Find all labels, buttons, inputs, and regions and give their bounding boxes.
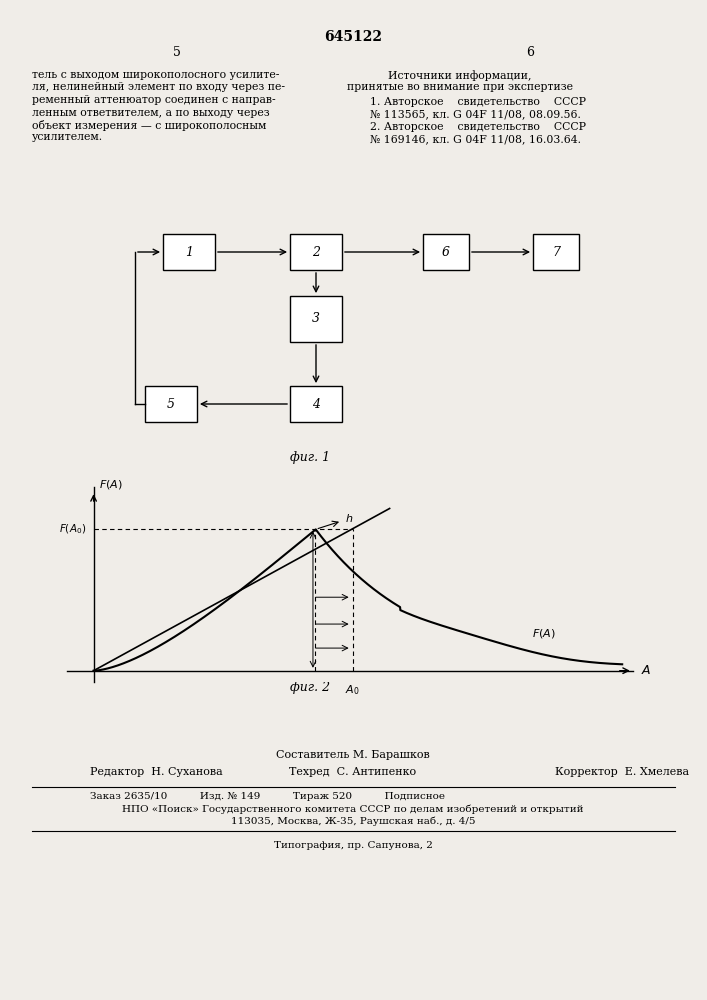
Text: Редактор  Н. Суханова: Редактор Н. Суханова <box>90 767 223 777</box>
Text: 2: 2 <box>312 245 320 258</box>
Text: ременный аттенюатор соединен с направ-: ременный аттенюатор соединен с направ- <box>32 95 276 105</box>
Bar <box>533 234 579 270</box>
Text: объект измерения — с широкополосным: объект измерения — с широкополосным <box>32 120 267 131</box>
Bar <box>163 234 215 270</box>
Bar <box>423 234 469 270</box>
Text: $F(A_0)$: $F(A_0)$ <box>59 522 86 536</box>
Bar <box>290 234 342 270</box>
Text: $A$: $A$ <box>641 664 651 677</box>
Text: $A_0$: $A_0$ <box>345 683 360 697</box>
Text: 2. Авторское    свидетельство    СССР: 2. Авторское свидетельство СССР <box>370 122 586 132</box>
Text: № 113565, кл. G 04F 11/08, 08.09.56.: № 113565, кл. G 04F 11/08, 08.09.56. <box>370 109 581 119</box>
Text: $F(A)$: $F(A)$ <box>532 627 556 640</box>
Text: 6: 6 <box>442 245 450 258</box>
Text: фиг. 1: фиг. 1 <box>290 452 330 464</box>
Text: Техред  С. Антипенко: Техред С. Антипенко <box>289 767 416 777</box>
Text: Источники информации,: Источники информации, <box>388 70 532 81</box>
Text: 1: 1 <box>185 245 193 258</box>
Text: $h$: $h$ <box>344 512 353 524</box>
Text: 5: 5 <box>167 397 175 410</box>
Text: 113035, Москва, Ж-35, Раушская наб., д. 4/5: 113035, Москва, Ж-35, Раушская наб., д. … <box>230 817 475 826</box>
Text: 5: 5 <box>173 46 181 60</box>
Text: ля, нелинейный элемент по входу через пе-: ля, нелинейный элемент по входу через пе… <box>32 83 285 93</box>
Text: № 169146, кл. G 04F 11/08, 16.03.64.: № 169146, кл. G 04F 11/08, 16.03.64. <box>370 134 581 144</box>
Text: Типография, пр. Сапунова, 2: Типография, пр. Сапунова, 2 <box>274 841 433 850</box>
Text: 7: 7 <box>552 245 560 258</box>
Text: 6: 6 <box>526 46 534 60</box>
Text: Заказ 2635/10          Изд. № 149          Тираж 520          Подписное: Заказ 2635/10 Изд. № 149 Тираж 520 Подпи… <box>90 792 445 801</box>
Text: Корректор  Е. Хмелева: Корректор Е. Хмелева <box>555 767 689 777</box>
Bar <box>290 296 342 342</box>
Text: 645122: 645122 <box>324 30 382 44</box>
Text: принятые во внимание при экспертизе: принятые во внимание при экспертизе <box>347 83 573 93</box>
Bar <box>145 386 197 422</box>
Text: 3: 3 <box>312 312 320 326</box>
Text: фиг. 2: фиг. 2 <box>290 682 330 694</box>
Text: Составитель М. Барашков: Составитель М. Барашков <box>276 750 430 760</box>
Text: ленным ответвителем, а по выходу через: ленным ответвителем, а по выходу через <box>32 107 269 117</box>
Text: НПО «Поиск» Государственного комитета СССР по делам изобретений и открытий: НПО «Поиск» Государственного комитета СС… <box>122 805 584 814</box>
Bar <box>290 386 342 422</box>
Text: $F(A)$: $F(A)$ <box>99 478 123 491</box>
Text: 1. Авторское    свидетельство    СССР: 1. Авторское свидетельство СССР <box>370 97 586 107</box>
Text: тель с выходом широкополосного усилите-: тель с выходом широкополосного усилите- <box>32 70 279 80</box>
Text: 4: 4 <box>312 397 320 410</box>
Text: усилителем.: усилителем. <box>32 132 103 142</box>
